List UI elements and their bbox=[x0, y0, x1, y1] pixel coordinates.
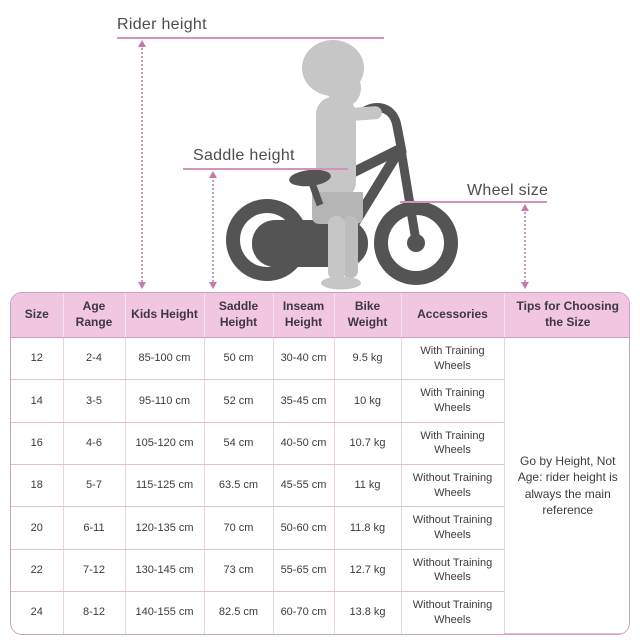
header-kids-height: Kids Height bbox=[125, 293, 205, 338]
cell-saddle-height: 82.5 cm bbox=[204, 591, 274, 634]
table-row: 12 2-4 85-100 cm 50 cm 30-40 cm 9.5 kg W… bbox=[11, 337, 629, 634]
cell-size: 20 bbox=[11, 506, 64, 550]
arrow-up-icon bbox=[138, 40, 146, 47]
cell-accessories: With Training Wheels bbox=[401, 337, 505, 381]
header-age-range: Age Range bbox=[63, 293, 126, 338]
front-wheel-icon bbox=[374, 201, 458, 285]
size-chart-table: Size Age Range Kids Height Saddle Height… bbox=[10, 292, 630, 635]
cell-accessories: With Training Wheels bbox=[401, 422, 505, 466]
arrow-down-icon bbox=[138, 282, 146, 289]
bike-diagram: Rider height Saddle height Wheel size bbox=[0, 0, 640, 292]
cell-inseam-height: 55-65 cm bbox=[273, 549, 335, 593]
saddle-height-dotted-line bbox=[212, 176, 214, 282]
helmet-icon bbox=[302, 40, 364, 96]
header-saddle-height: Saddle Height bbox=[204, 293, 274, 338]
arrow-up-icon bbox=[209, 171, 217, 178]
cell-saddle-height: 63.5 cm bbox=[204, 464, 274, 508]
cell-accessories: With Training Wheels bbox=[401, 379, 505, 423]
cell-size: 22 bbox=[11, 549, 64, 593]
cell-bike-weight: 10 kg bbox=[334, 379, 402, 423]
saddle-height-line bbox=[183, 168, 348, 170]
cell-bike-weight: 11 kg bbox=[334, 464, 402, 508]
child-silhouette-icon bbox=[302, 40, 382, 290]
cell-kids-height: 115-125 cm bbox=[125, 464, 205, 508]
table-row: 18 5-7 115-125 cm 63.5 cm 45-55 cm 11 kg… bbox=[11, 464, 629, 508]
wheel-size-label: Wheel size bbox=[467, 182, 549, 199]
cell-bike-weight: 13.8 kg bbox=[334, 591, 402, 634]
table-row: 24 8-12 140-155 cm 82.5 cm 60-70 cm 13.8… bbox=[11, 591, 629, 634]
cell-size: 18 bbox=[11, 464, 64, 508]
cell-age-range: 5-7 bbox=[63, 464, 126, 508]
cell-age-range: 8-12 bbox=[63, 591, 126, 634]
table-row: 14 3-5 95-110 cm 52 cm 35-45 cm 10 kg Wi… bbox=[11, 379, 629, 423]
cell-inseam-height: 50-60 cm bbox=[273, 506, 335, 550]
cell-age-range: 2-4 bbox=[63, 337, 126, 381]
cell-inseam-height: 40-50 cm bbox=[273, 422, 335, 466]
cell-kids-height: 120-135 cm bbox=[125, 506, 205, 550]
cell-inseam-height: 30-40 cm bbox=[273, 337, 335, 381]
cell-saddle-height: 52 cm bbox=[204, 379, 274, 423]
cell-size: 14 bbox=[11, 379, 64, 423]
cell-bike-weight: 12.7 kg bbox=[334, 549, 402, 593]
arrow-down-icon bbox=[521, 282, 529, 289]
cell-kids-height: 105-120 cm bbox=[125, 422, 205, 466]
wheel-size-line bbox=[400, 201, 547, 203]
cell-age-range: 3-5 bbox=[63, 379, 126, 423]
table-row: 16 4-6 105-120 cm 54 cm 40-50 cm 10.7 kg… bbox=[11, 422, 629, 466]
cell-age-range: 6-11 bbox=[63, 506, 126, 550]
child-and-bike-illustration bbox=[226, 40, 458, 290]
size-table-body: 12 2-4 85-100 cm 50 cm 30-40 cm 9.5 kg W… bbox=[11, 337, 629, 634]
size-table-header: Size Age Range Kids Height Saddle Height… bbox=[11, 293, 629, 338]
arrow-up-icon bbox=[521, 204, 529, 211]
cell-inseam-height: 35-45 cm bbox=[273, 379, 335, 423]
header-bike-weight: Bike Weight bbox=[334, 293, 402, 338]
tips-cell: Go by Height, Not Age: rider height is a… bbox=[504, 337, 629, 634]
header-size: Size bbox=[11, 293, 64, 338]
cell-inseam-height: 60-70 cm bbox=[273, 591, 335, 634]
cell-inseam-height: 45-55 cm bbox=[273, 464, 335, 508]
table-row: 22 7-12 130-145 cm 73 cm 55-65 cm 12.7 k… bbox=[11, 549, 629, 593]
cell-kids-height: 140-155 cm bbox=[125, 591, 205, 634]
saddle-icon bbox=[289, 169, 331, 187]
cell-accessories: Without Training Wheels bbox=[401, 591, 505, 634]
cell-accessories: Without Training Wheels bbox=[401, 549, 505, 593]
cell-size: 24 bbox=[11, 591, 64, 634]
cell-kids-height: 85-100 cm bbox=[125, 337, 205, 381]
rider-height-dotted-line bbox=[141, 44, 143, 282]
rider-height-line bbox=[117, 37, 384, 39]
header-tips: Tips for Choosing the Size bbox=[504, 293, 629, 338]
saddle-height-label: Saddle height bbox=[193, 147, 295, 164]
header-accessories: Accessories bbox=[401, 293, 505, 338]
cell-bike-weight: 10.7 kg bbox=[334, 422, 402, 466]
wheel-size-dotted-line bbox=[524, 209, 526, 282]
cell-size: 12 bbox=[11, 337, 64, 381]
arrow-down-icon bbox=[209, 282, 217, 289]
cell-age-range: 7-12 bbox=[63, 549, 126, 593]
table-row: 20 6-11 120-135 cm 70 cm 50-60 cm 11.8 k… bbox=[11, 506, 629, 550]
cell-saddle-height: 70 cm bbox=[204, 506, 274, 550]
cell-accessories: Without Training Wheels bbox=[401, 464, 505, 508]
cell-kids-height: 130-145 cm bbox=[125, 549, 205, 593]
cell-kids-height: 95-110 cm bbox=[125, 379, 205, 423]
cell-age-range: 4-6 bbox=[63, 422, 126, 466]
header-inseam-height: Inseam Height bbox=[273, 293, 335, 338]
tips-text: Go by Height, Not Age: rider height is a… bbox=[517, 454, 618, 517]
cell-saddle-height: 54 cm bbox=[204, 422, 274, 466]
cell-accessories: Without Training Wheels bbox=[401, 506, 505, 550]
cell-saddle-height: 73 cm bbox=[204, 549, 274, 593]
cell-saddle-height: 50 cm bbox=[204, 337, 274, 381]
cell-size: 16 bbox=[11, 422, 64, 466]
cell-bike-weight: 9.5 kg bbox=[334, 337, 402, 381]
rider-height-label: Rider height bbox=[117, 16, 207, 33]
cell-bike-weight: 11.8 kg bbox=[334, 506, 402, 550]
